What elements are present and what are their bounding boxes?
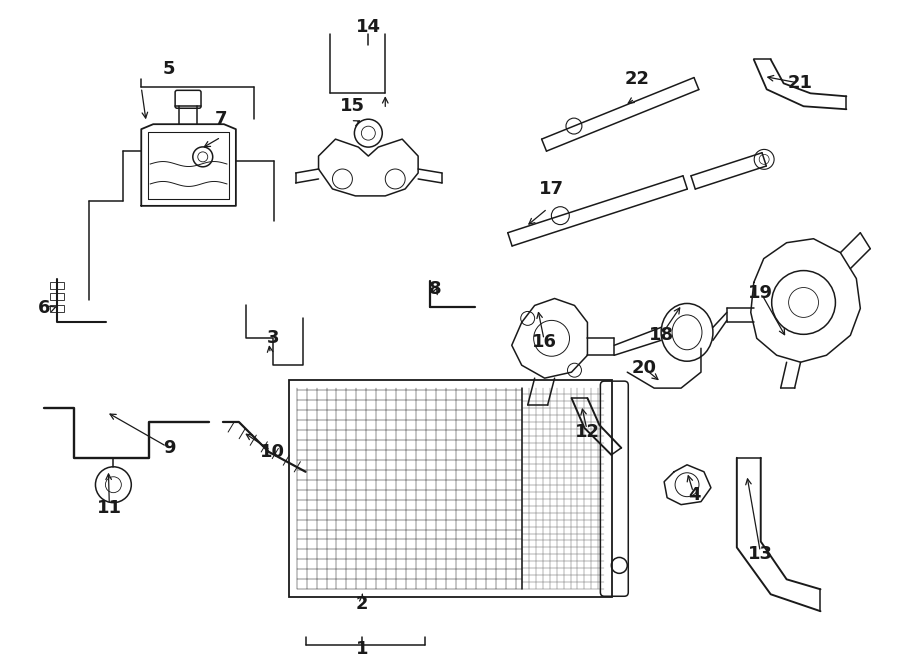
Bar — [50, 282, 64, 288]
Text: 5: 5 — [163, 60, 176, 79]
Bar — [50, 293, 64, 301]
Text: 13: 13 — [748, 545, 773, 563]
Text: 22: 22 — [625, 70, 650, 89]
Text: 15: 15 — [340, 97, 364, 115]
Text: 9: 9 — [163, 439, 176, 457]
Text: 11: 11 — [97, 498, 122, 517]
Text: 4: 4 — [688, 486, 700, 504]
Text: 3: 3 — [266, 329, 279, 347]
Text: 19: 19 — [748, 284, 773, 301]
Text: 14: 14 — [356, 18, 381, 36]
Text: 2: 2 — [356, 595, 369, 613]
Text: 21: 21 — [788, 74, 813, 93]
Text: 16: 16 — [532, 333, 557, 351]
Bar — [289, 380, 612, 598]
Text: 6: 6 — [38, 299, 50, 317]
Text: 20: 20 — [632, 359, 657, 377]
Bar — [50, 305, 64, 313]
Text: 12: 12 — [575, 423, 600, 441]
Text: 8: 8 — [428, 280, 441, 297]
Text: 1: 1 — [356, 640, 369, 658]
Text: 10: 10 — [260, 443, 285, 461]
Text: 7: 7 — [215, 110, 227, 128]
Text: 17: 17 — [539, 180, 564, 198]
Text: 18: 18 — [649, 327, 674, 344]
